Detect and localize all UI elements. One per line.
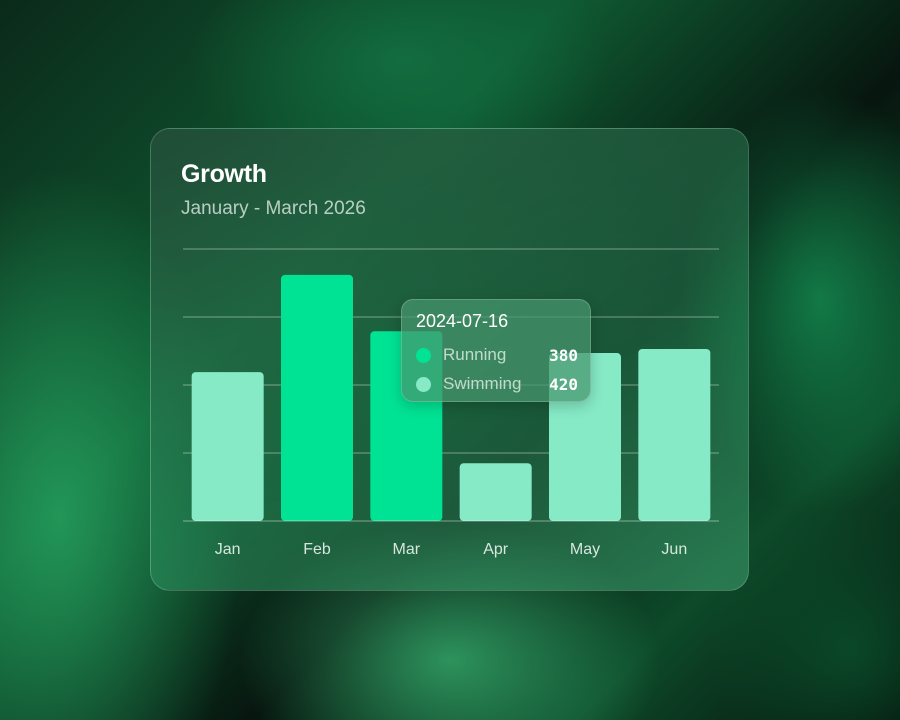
x-tick-label: Jan bbox=[215, 541, 241, 558]
tooltip-date: 2024-07-16 bbox=[416, 311, 509, 331]
bar-chart: Jan Feb Mar Apr May Jun bbox=[183, 248, 719, 558]
bar-apr bbox=[459, 463, 532, 521]
bar-feb bbox=[281, 274, 353, 521]
chart-tooltip: 2024-07-16 Running 380 Swimming 420 bbox=[401, 299, 591, 402]
tooltip-row-running: Running 380 bbox=[416, 344, 578, 366]
tooltip-series-value: 380 bbox=[549, 345, 578, 365]
series-dot-icon bbox=[416, 347, 431, 363]
x-tick-label: Apr bbox=[483, 541, 509, 558]
chart-title: Growth bbox=[181, 160, 267, 188]
tooltip-series-value: 420 bbox=[549, 374, 578, 394]
x-tick-label: Feb bbox=[303, 541, 331, 558]
chart-subtitle: January - March 2026 bbox=[181, 198, 366, 219]
chart-card: Growth January - March 2026 Jan Feb Mar Apr… bbox=[150, 128, 749, 591]
tooltip-series-name: Swimming bbox=[443, 374, 522, 393]
series-dot-icon bbox=[416, 376, 431, 392]
x-tick-label: May bbox=[570, 541, 600, 558]
bar-jan bbox=[191, 372, 264, 521]
tooltip-series-name: Running bbox=[443, 345, 507, 364]
tooltip-row-swimming: Swimming 420 bbox=[416, 373, 578, 395]
bar-jun bbox=[638, 348, 711, 521]
x-tick-label: Jun bbox=[661, 541, 687, 558]
x-tick-label: Mar bbox=[393, 541, 421, 558]
